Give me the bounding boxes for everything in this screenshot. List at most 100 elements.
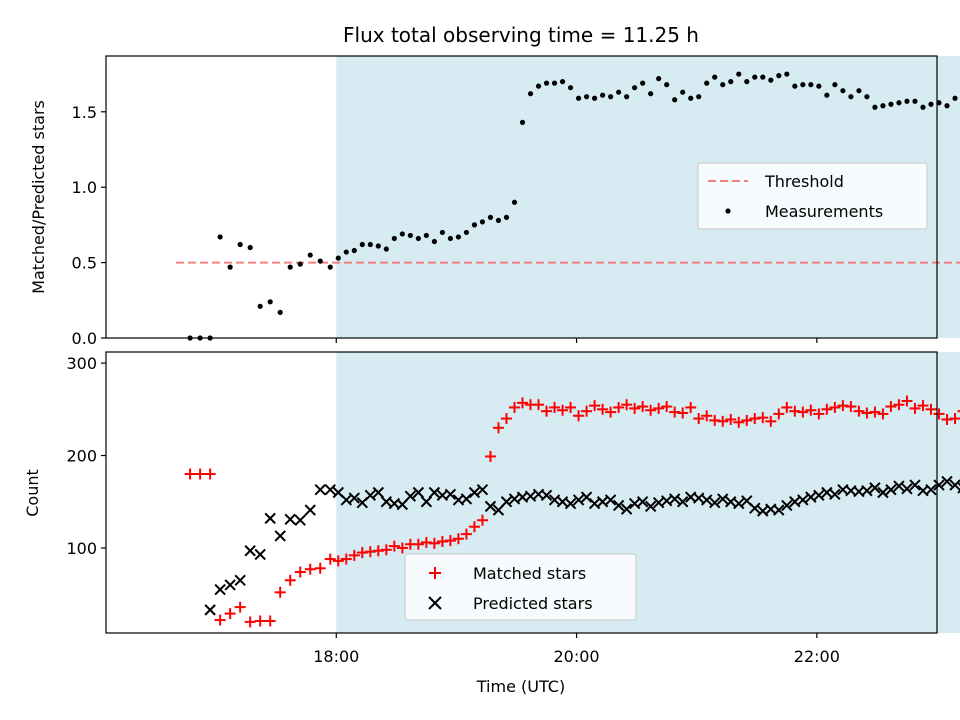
measurement-point (399, 231, 405, 237)
measurement-point (816, 83, 822, 89)
matched-star-point (244, 616, 256, 628)
matched-star-point (893, 399, 905, 411)
predicted-star-point (204, 604, 216, 616)
matched-star-point (412, 538, 424, 550)
matched-star-point (224, 608, 236, 620)
ratio-y-tick-label: 0.5 (72, 254, 97, 273)
measurement-point (227, 264, 233, 270)
measurement-point (760, 74, 766, 80)
measurement-point (848, 94, 854, 100)
predicted-star-point (901, 483, 913, 495)
measurement-point (680, 89, 686, 95)
matched-star-point (717, 415, 729, 427)
predicted-star-point (925, 484, 937, 496)
matched-star-point (629, 402, 641, 414)
matched-star-point (653, 402, 665, 414)
matched-star-point (677, 407, 689, 419)
x-tick-label: 20:00 (554, 647, 600, 666)
predicted-star-point (564, 497, 577, 510)
measurement-point (936, 100, 942, 106)
measurement-point (656, 76, 662, 82)
measurement-point (407, 232, 413, 239)
measurement-point (744, 79, 750, 85)
measurement-point (567, 85, 574, 91)
matched-star-point (949, 413, 960, 425)
matched-star-point (254, 615, 266, 627)
matched-star-point (380, 544, 392, 556)
measurement-point (712, 74, 718, 80)
measurement-point (616, 89, 622, 95)
predicted-star-point (869, 482, 881, 494)
x-axis-label: Time (UTC) (476, 677, 565, 696)
predicted-star-point (909, 479, 921, 491)
predicted-star-point (324, 484, 336, 496)
measurement-point (728, 79, 734, 85)
matched-star-point (274, 586, 286, 598)
matched-star-point (484, 450, 496, 462)
predicted-star-point (773, 504, 785, 516)
matched-star-point (693, 413, 705, 425)
measurement-point (736, 71, 742, 77)
measurement-point (431, 238, 437, 245)
matched-star-point (613, 401, 625, 413)
counts-axes-frame (105, 351, 938, 634)
legend-threshold-label: Threshold (764, 172, 844, 191)
measurement-point (591, 95, 598, 101)
predicted-star-point (885, 484, 897, 496)
matched-star-point (324, 553, 336, 565)
measurement-point (487, 214, 494, 220)
measurement-point (479, 219, 486, 225)
predicted-star-points (204, 475, 960, 616)
matched-star-point (314, 562, 326, 574)
matched-star-point (214, 614, 226, 626)
counts-y-tick-label: 300 (66, 354, 97, 373)
matched-star-point (332, 555, 344, 567)
predicted-star-point (540, 489, 553, 501)
ratio-y-tick-label: 0.0 (72, 329, 97, 348)
legend-measurements-swatch (725, 208, 731, 214)
matched-star-point (645, 404, 657, 416)
predicted-star-point (500, 496, 513, 508)
measurement-point (896, 100, 902, 106)
predicted-star-point (861, 484, 873, 497)
x-tick-label: 22:00 (794, 647, 840, 666)
ratio-y-tick-label: 1.5 (72, 103, 97, 122)
predicted-star-point (797, 494, 809, 506)
predicted-star-point (829, 488, 841, 501)
matched-star-point (589, 400, 601, 412)
predicted-star-point (264, 512, 276, 525)
measurement-point (503, 214, 510, 220)
predicted-star-point (476, 484, 489, 496)
measurement-point (808, 82, 814, 88)
matched-star-point (845, 401, 857, 413)
measurement-point (527, 91, 534, 97)
predicted-star-point (572, 494, 585, 506)
matched-star-point (557, 404, 569, 416)
matched-star-point (264, 615, 276, 627)
measurement-point (495, 217, 502, 223)
measurement-point (375, 243, 381, 249)
ratio-legend-box (697, 162, 928, 230)
matched-star-point (701, 410, 713, 422)
predicted-star-point (781, 499, 793, 512)
matched-star-point (957, 410, 960, 413)
counts-y-tick-label: 200 (66, 447, 97, 466)
measurement-point (287, 264, 293, 270)
measurement-point (583, 94, 590, 100)
measurement-point (952, 95, 958, 101)
measurement-point (944, 103, 950, 109)
measurement-point (632, 85, 638, 91)
measurement-point (904, 98, 910, 104)
measurement-point (535, 83, 542, 89)
predicted-star-point (580, 491, 593, 503)
measurement-point (664, 82, 670, 88)
measurement-point (888, 101, 894, 107)
matched-star-point (194, 468, 206, 480)
counts-y-ticks: 100 200 300 (66, 354, 106, 558)
matched-star-point (605, 406, 617, 418)
counts-legend: Matched stars Predicted stars (404, 553, 637, 621)
measurement-point (423, 232, 429, 239)
measurement-point (519, 119, 526, 125)
